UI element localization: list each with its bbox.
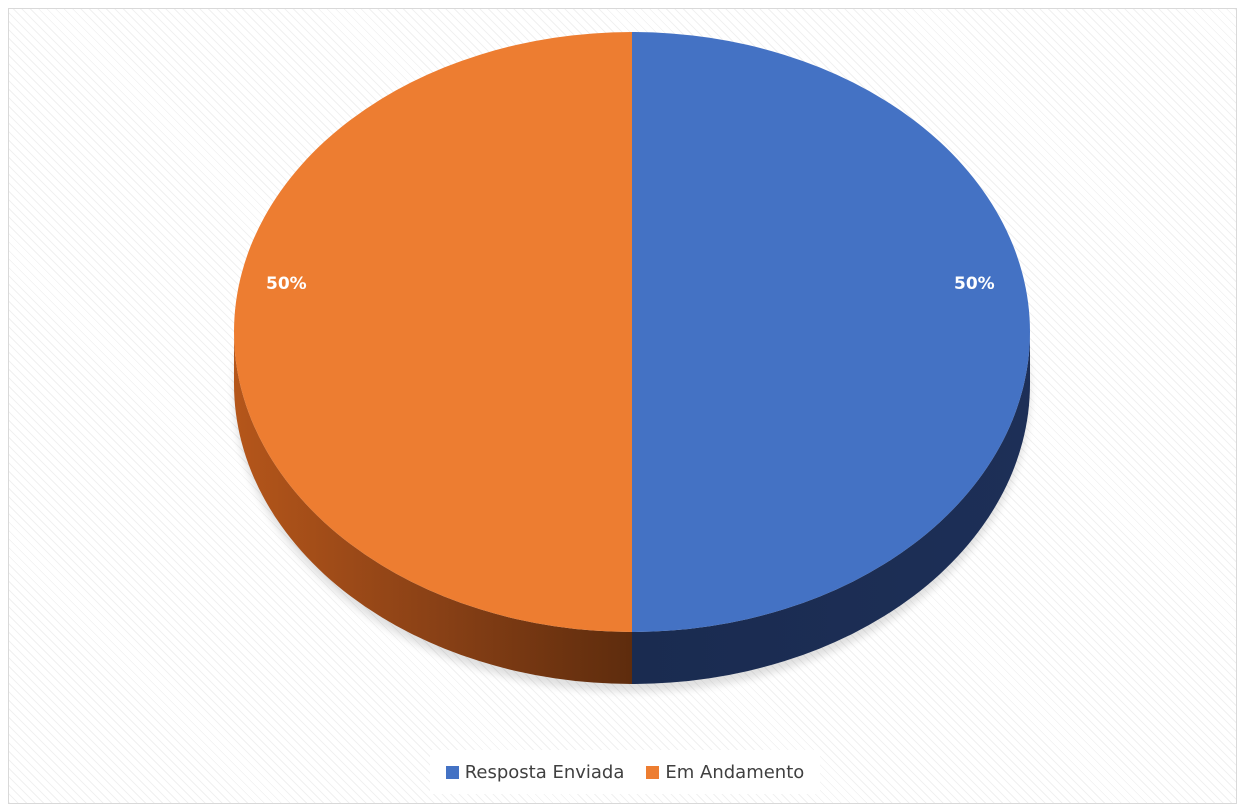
- pie-side-resposta-enviada: [632, 332, 1030, 684]
- data-label-resposta-enviada: 50%: [954, 274, 995, 294]
- legend-swatch-blue: [445, 765, 459, 779]
- pie-side-em-andamento: [234, 332, 632, 684]
- legend-label-em-andamento: Em Andamento: [665, 761, 805, 783]
- data-label-em-andamento: 50%: [266, 274, 307, 294]
- legend-item-resposta-enviada: Resposta Enviada: [445, 761, 625, 783]
- chart-legend: Resposta Enviada Em Andamento: [430, 750, 820, 794]
- legend-label-resposta-enviada: Resposta Enviada: [464, 761, 625, 783]
- legend-item-em-andamento: Em Andamento: [646, 762, 804, 783]
- pie-slice-em-andamento: [234, 32, 632, 632]
- legend-swatch-orange: [646, 765, 660, 779]
- pie-slice-resposta-enviada: [632, 32, 1030, 632]
